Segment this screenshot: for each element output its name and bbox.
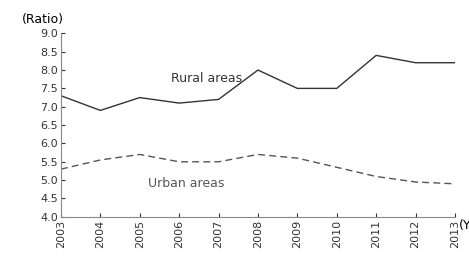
Text: Urban areas: Urban areas — [148, 177, 224, 190]
Text: Rural areas: Rural areas — [171, 73, 242, 85]
Text: (Year): (Year) — [459, 219, 469, 232]
Text: (Ratio): (Ratio) — [22, 13, 64, 26]
